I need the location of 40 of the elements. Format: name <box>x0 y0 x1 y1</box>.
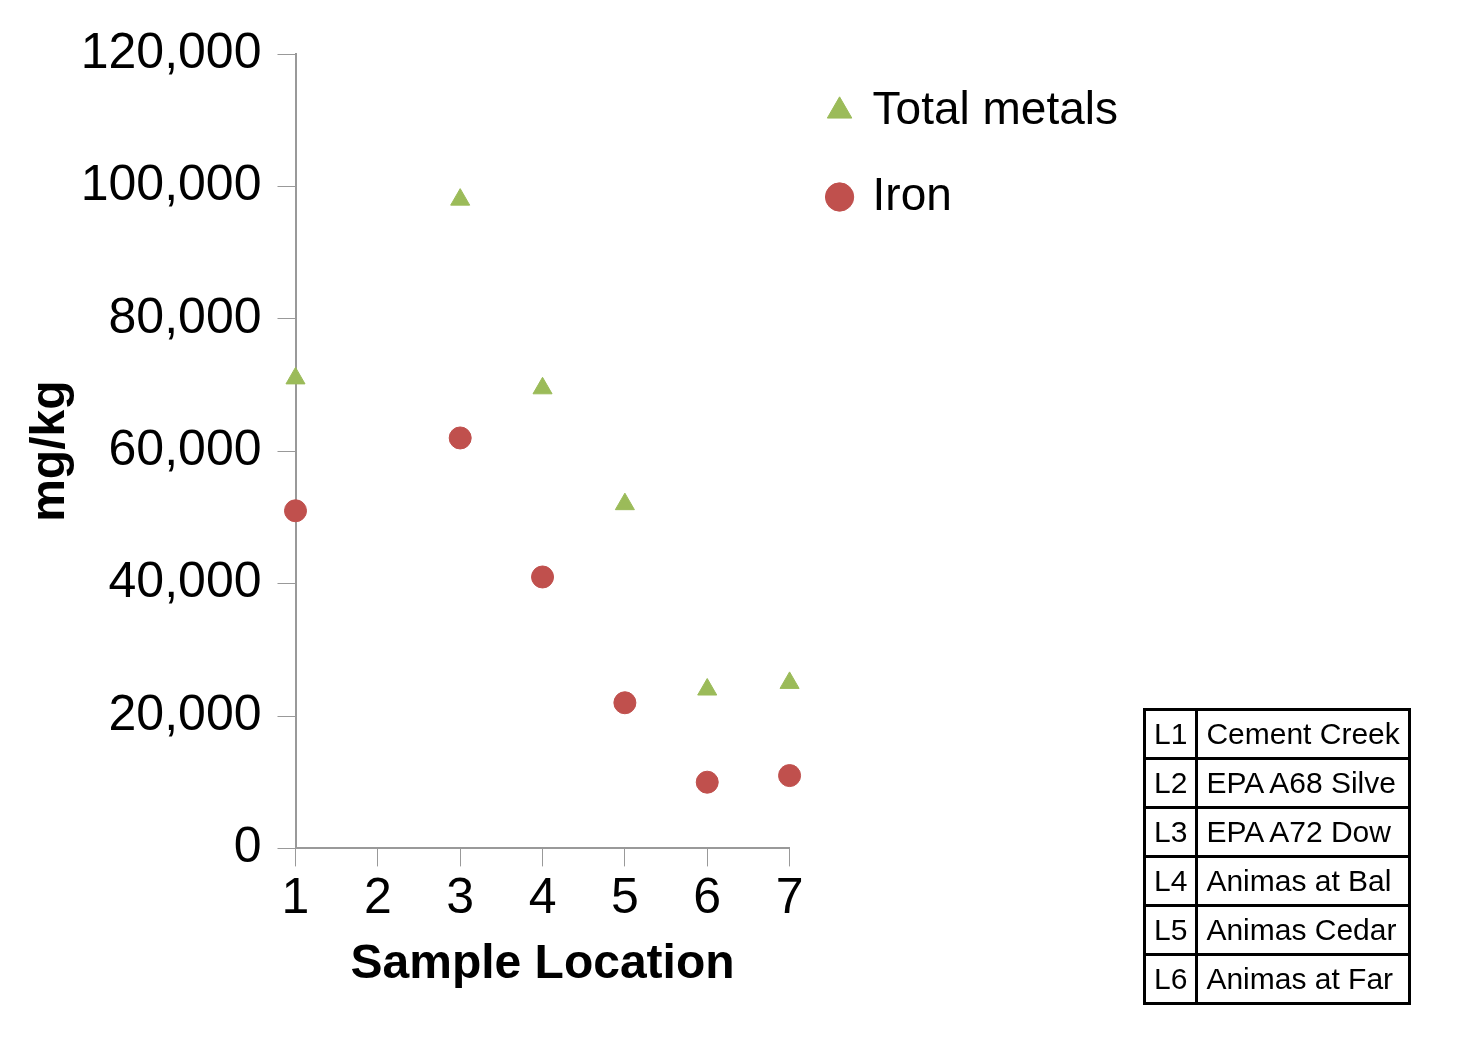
x-tick-label: 2 <box>363 868 392 925</box>
point <box>778 764 802 788</box>
y-tick-label: 0 <box>233 817 262 874</box>
text: EPA A72 Dow <box>1196 807 1410 857</box>
legend-label: Iron <box>872 167 952 220</box>
y-tick-label: 20,000 <box>108 684 262 741</box>
text: L5 <box>1144 905 1197 955</box>
x-tick-label: 7 <box>775 868 804 925</box>
text: EPA A68 Silve <box>1196 758 1410 808</box>
text: L3 <box>1144 807 1197 857</box>
text: L6 <box>1144 954 1197 1004</box>
point <box>613 691 637 715</box>
point <box>531 565 555 589</box>
text: Animas at Bal <box>1196 856 1410 906</box>
text: Animas Cedar <box>1196 905 1410 955</box>
text: L2 <box>1144 758 1197 808</box>
y-tick-label: 80,000 <box>108 287 262 344</box>
point <box>532 376 553 395</box>
x-tick-label: 4 <box>528 868 557 925</box>
text: Animas at Far <box>1196 954 1410 1004</box>
y-tick-label: 100,000 <box>80 155 262 212</box>
y-axis-title: mg/kg <box>21 380 75 522</box>
point <box>614 492 635 511</box>
point <box>448 426 472 450</box>
y-tick-label: 120,000 <box>80 22 262 79</box>
text: L1 <box>1144 709 1197 759</box>
x-tick-label: 5 <box>610 868 639 925</box>
text: Cement Creek <box>1196 709 1410 759</box>
x-axis-title: Sample Location <box>350 935 735 989</box>
y-tick-label: 40,000 <box>108 552 262 609</box>
legend-label: Total metals <box>872 81 1119 134</box>
point <box>450 188 471 206</box>
point <box>284 499 307 523</box>
point <box>695 770 719 794</box>
text: L4 <box>1144 856 1197 906</box>
x-tick-label: 1 <box>281 868 310 925</box>
x-tick-label: 3 <box>446 868 475 925</box>
x-tick-label: 6 <box>693 868 722 925</box>
y-tick-label: 60,000 <box>108 419 262 476</box>
point <box>285 366 306 385</box>
